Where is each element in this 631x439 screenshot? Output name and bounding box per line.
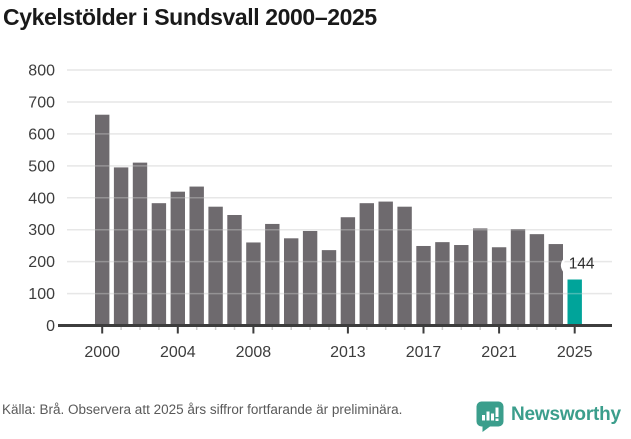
bar-2024: [548, 244, 563, 326]
annotation-hook: [560, 256, 570, 272]
y-tick-label-300: 300: [28, 222, 55, 239]
bar-2025: [567, 279, 582, 326]
bar-2016: [397, 206, 412, 326]
bar-2023: [529, 234, 545, 326]
y-tick-label-0: 0: [46, 318, 55, 335]
bar-2002: [132, 162, 148, 326]
y-tick-label-600: 600: [28, 126, 55, 143]
bar-2019: [454, 245, 469, 326]
bar-2011: [302, 230, 318, 326]
x-tick-label-2025: 2025: [557, 344, 593, 361]
newsworthy-logo: Newsworthy: [476, 401, 621, 432]
bar-chart: 0 100 200 300 400 500 600 700 800 2000 2004 2008 201…: [28, 63, 612, 361]
bar-2022: [510, 229, 526, 326]
bar-2017: [416, 245, 431, 326]
x-tick-label-2021: 2021: [481, 344, 517, 361]
bar-2018: [435, 242, 450, 326]
source-note: Källa: Brå. Observera att 2025 års siffr…: [2, 402, 403, 417]
annotation-label: 144: [569, 256, 595, 273]
newsworthy-icon: [476, 401, 504, 432]
x-tick-label-2004: 2004: [160, 344, 196, 361]
bar-2014: [359, 203, 374, 326]
x-tick-label-2008: 2008: [236, 344, 272, 361]
x-tick-label-2013: 2013: [330, 344, 366, 361]
y-tick-label-200: 200: [28, 254, 55, 271]
y-tick-label-700: 700: [28, 94, 55, 111]
y-tick-label-500: 500: [28, 158, 55, 175]
bar-2020: [473, 228, 488, 326]
x-tick-label-2017: 2017: [406, 344, 442, 361]
bar-2001: [113, 167, 129, 326]
y-tick-label-400: 400: [28, 190, 55, 207]
bar-2007: [227, 214, 242, 326]
chart-title: Cykelstölder i Sundsvall 2000–2025: [3, 4, 377, 30]
bar-2004: [170, 191, 185, 326]
bar-2021: [491, 247, 507, 326]
bar-2000: [95, 114, 110, 326]
bar-2012: [321, 250, 337, 326]
bar-2003: [151, 203, 167, 326]
x-tick-label-2000: 2000: [84, 344, 120, 361]
bar-2008: [246, 242, 261, 326]
newsworthy-wordmark: Newsworthy: [511, 404, 621, 425]
bar-2015: [378, 201, 393, 326]
bar-2009: [265, 223, 280, 326]
bar-2005: [189, 186, 204, 326]
bar-2013: [340, 217, 356, 326]
y-tick-label-800: 800: [28, 63, 55, 80]
y-tick-label-100: 100: [28, 286, 55, 303]
bar-2010: [284, 238, 299, 326]
bar-2006: [208, 206, 223, 326]
